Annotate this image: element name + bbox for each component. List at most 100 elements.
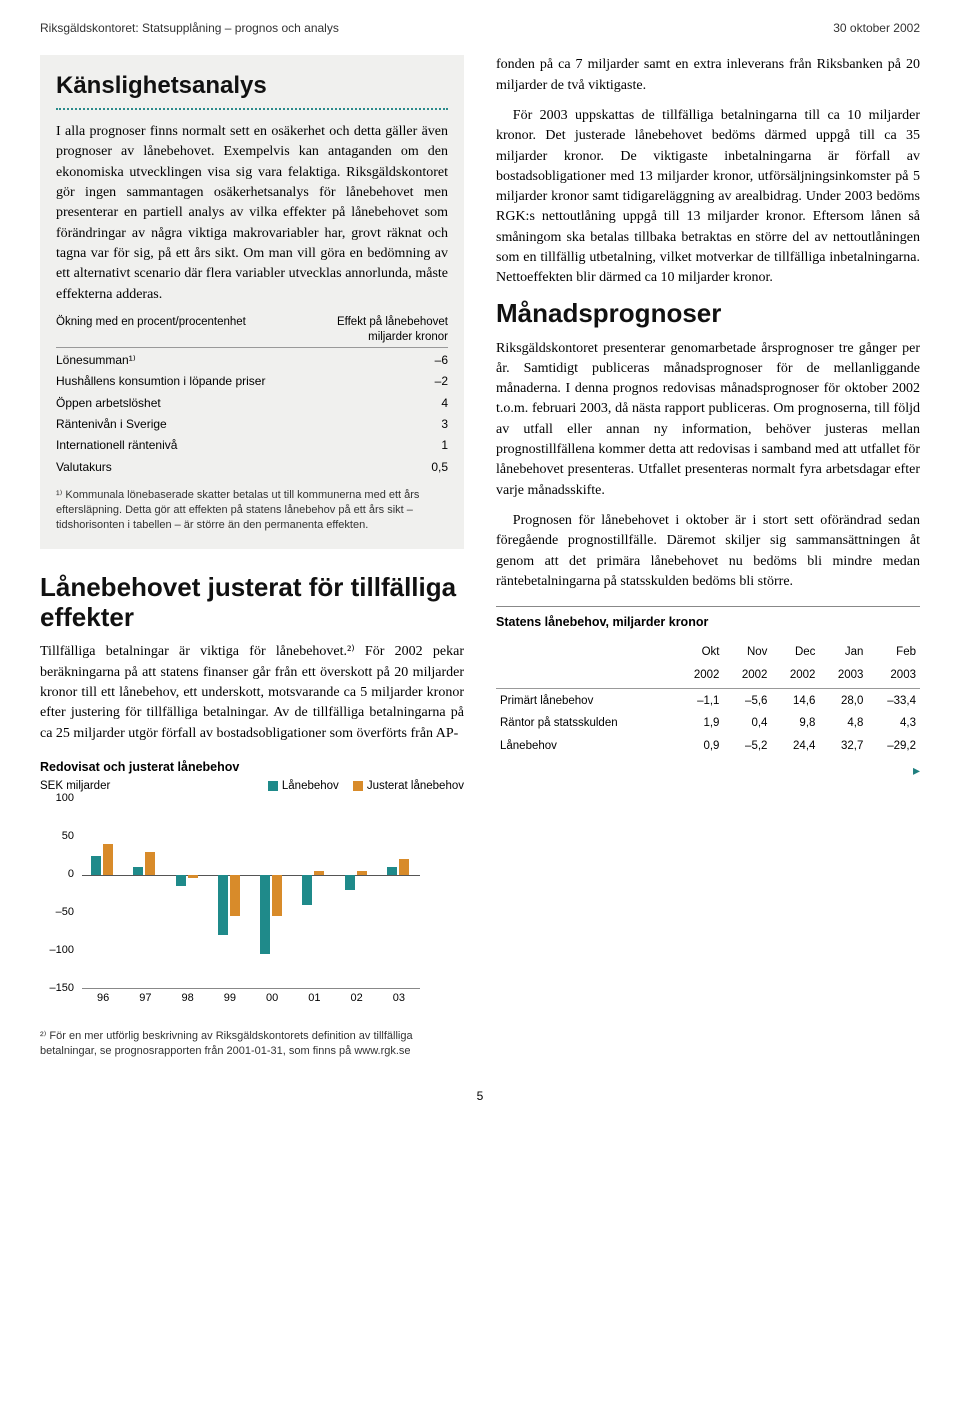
x-tick-label: 00 xyxy=(251,991,293,1009)
effect-table-header: Ökning med en procent/procentenhet Effek… xyxy=(56,315,448,345)
table-head-year: 2002 xyxy=(675,664,723,688)
effect-row-value: 4 xyxy=(419,393,448,414)
table-cell: –5,2 xyxy=(723,735,771,758)
page-header: Riksgäldskontoret: Statsupplåning – prog… xyxy=(40,20,920,37)
right-table: OktNovDecJanFeb20022002200220032003 Prim… xyxy=(496,641,920,757)
y-tick-label: 100 xyxy=(56,791,74,807)
table-head-year: 2003 xyxy=(867,664,920,688)
effect-header-r1: Effekt på lånebehovet xyxy=(337,316,448,328)
chart-y-ticks: 100500–50–100–150 xyxy=(40,799,80,989)
table-cell: 0,4 xyxy=(723,712,771,735)
legend-b: Justerat lånebehov xyxy=(353,778,464,795)
table-row: Räntor på statsskulden1,90,49,84,84,3 xyxy=(496,712,920,735)
table-head-month: Jan xyxy=(819,641,867,664)
chart-plot xyxy=(82,799,420,989)
bar xyxy=(188,875,198,879)
bar xyxy=(145,852,155,875)
table-cell: 0,9 xyxy=(675,735,723,758)
chart-x-ticks: 9697989900010203 xyxy=(82,991,420,1009)
bar xyxy=(260,875,270,955)
right-p4: Prognosen för lånebehovet i oktober är i… xyxy=(496,511,920,592)
effect-header-left: Ökning med en procent/procentenhet xyxy=(56,315,246,345)
table-row-label: Lånebehov xyxy=(496,735,675,758)
bar xyxy=(357,871,367,875)
box-paragraph: I alla prognoser finns normalt sett en o… xyxy=(56,122,448,305)
chart-plot-area: 100500–50–100–150 9697989900010203 xyxy=(40,799,420,1009)
effect-row-value: –2 xyxy=(419,371,448,392)
table-head-year: 2002 xyxy=(771,664,819,688)
effect-row-label: Öppen arbetslöshet xyxy=(56,393,419,414)
table-row: Hushållens konsumtion i löpande priser–2 xyxy=(56,371,448,392)
table-cell: 28,0 xyxy=(819,688,867,712)
chart-title: Redovisat och justerat lånebehov xyxy=(40,758,464,776)
header-right: 30 oktober 2002 xyxy=(833,20,920,37)
table-cell: 1,9 xyxy=(675,712,723,735)
effect-row-label: Hushållens konsumtion i löpande priser xyxy=(56,371,419,392)
dotted-rule xyxy=(56,108,448,110)
header-left: Riksgäldskontoret: Statsupplåning – prog… xyxy=(40,20,339,37)
bottom-footnote: ²⁾ För en mer utförlig beskrivning av Ri… xyxy=(40,1029,460,1059)
y-tick-label: –100 xyxy=(50,943,74,959)
chart-ylabel: SEK miljarder xyxy=(40,778,110,795)
bar xyxy=(272,875,282,917)
right-table-title: Statens lånebehov, miljarder kronor xyxy=(496,606,920,631)
effect-row-value: 3 xyxy=(419,414,448,435)
table-cell: –1,1 xyxy=(675,688,723,712)
legend-b-label: Justerat lånebehov xyxy=(367,780,464,792)
bar xyxy=(399,859,409,874)
effect-row-label: Valutakurs xyxy=(56,457,419,478)
effect-row-label: Internationell räntenivå xyxy=(56,435,419,456)
bar-group xyxy=(91,799,113,988)
table-cell: –5,6 xyxy=(723,688,771,712)
effect-row-value: 0,5 xyxy=(419,457,448,478)
table-row: OktNovDecJanFeb xyxy=(496,641,920,664)
bar xyxy=(345,875,355,890)
effect-row-label: Lönesumman¹⁾ xyxy=(56,347,419,371)
box-title: Känslighetsanalys xyxy=(56,69,448,104)
left-section-title: Lånebehovet justerat för tillfälliga eff… xyxy=(40,573,464,633)
left-column: Känslighetsanalys I alla prognoser finns… xyxy=(40,55,464,1058)
table-cell: 4,3 xyxy=(867,712,920,735)
bar-group xyxy=(176,799,198,988)
legend-a-label: Lånebehov xyxy=(282,780,339,792)
bar xyxy=(314,871,324,875)
right-p3: Riksgäldskontoret presenterar genomarbet… xyxy=(496,339,920,501)
left-section-para: Tillfälliga betalningar är viktiga för l… xyxy=(40,642,464,743)
y-tick-label: 50 xyxy=(62,829,74,845)
table-row-label: Räntor på statsskulden xyxy=(496,712,675,735)
x-tick-label: 98 xyxy=(167,991,209,1009)
bar-group xyxy=(260,799,282,988)
box-footnote: ¹⁾ Kommunala lönebaserade skatter betala… xyxy=(56,488,448,533)
sensitivity-box: Känslighetsanalys I alla prognoser finns… xyxy=(40,55,464,548)
table-cell: 32,7 xyxy=(819,735,867,758)
bar xyxy=(230,875,240,917)
y-tick-label: 0 xyxy=(68,867,74,883)
table-row: Lönesumman¹⁾–6 xyxy=(56,347,448,371)
table-cell: 14,6 xyxy=(771,688,819,712)
effect-row-label: Räntenivån i Sverige xyxy=(56,414,419,435)
legend-a: Lånebehov xyxy=(268,778,339,795)
bar xyxy=(218,875,228,936)
effect-row-value: –6 xyxy=(419,347,448,371)
table-row-label: Primärt lånebehov xyxy=(496,688,675,712)
table-row: Primärt lånebehov–1,1–5,614,628,0–33,4 xyxy=(496,688,920,712)
x-tick-label: 99 xyxy=(209,991,251,1009)
continue-arrow-icon: ▸ xyxy=(496,762,920,782)
month-title: Månadsprognoser xyxy=(496,299,920,329)
table-row: Räntenivån i Sverige3 xyxy=(56,414,448,435)
bar-group xyxy=(302,799,324,988)
table-row: 20022002200220032003 xyxy=(496,664,920,688)
x-tick-label: 02 xyxy=(336,991,378,1009)
table-cell: –29,2 xyxy=(867,735,920,758)
right-p2: För 2003 uppskattas de tillfälliga betal… xyxy=(496,106,920,289)
swatch-a xyxy=(268,781,278,791)
bar-group xyxy=(387,799,409,988)
bar xyxy=(133,867,143,875)
y-tick-label: –50 xyxy=(56,905,74,921)
swatch-b xyxy=(353,781,363,791)
y-tick-label: –150 xyxy=(50,981,74,997)
effect-header-r2: miljarder kronor xyxy=(368,331,448,343)
bar xyxy=(387,867,397,875)
bar xyxy=(302,875,312,905)
right-p1: fonden på ca 7 miljarder samt en extra i… xyxy=(496,55,920,96)
